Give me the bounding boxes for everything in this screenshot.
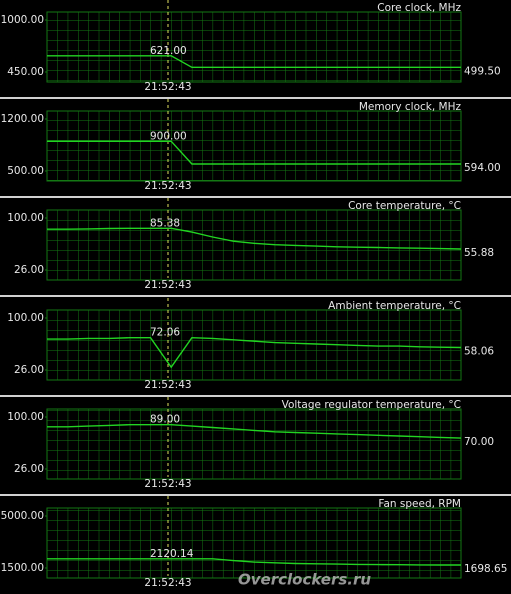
y-tick-label: 100.00 [7,212,44,224]
cursor-value: 621.00 [150,45,187,57]
series-line [47,140,461,165]
chart-title: Core temperature, °C [348,200,461,212]
plot-grid [46,209,462,281]
chart-title: Core clock, MHz [377,2,461,14]
current-value: 594.00 [464,162,501,174]
cursor-value: 900.00 [150,130,187,142]
series-line [47,55,461,68]
cursor-value: 72.06 [150,327,180,339]
series-line [47,336,462,369]
cursor-value: 2120.14 [150,548,194,560]
plot-grid [46,507,462,579]
plot-grid [46,408,462,480]
plot-grid [46,309,462,381]
plot-grid [46,110,462,182]
y-tick-label: 100.00 [7,411,44,423]
watermark: Overclockers.ru [238,571,371,589]
time-label: 21:52:43 [144,279,191,291]
time-label: 21:52:43 [144,81,191,93]
cursor-value: 85.38 [150,217,180,229]
y-tick-label: 5000.00 [1,510,44,522]
current-value: 58.06 [464,345,494,357]
series-line [47,227,462,250]
series-line [47,558,461,566]
y-tick-label: 100.00 [7,312,44,324]
y-tick-label: 450.00 [7,66,44,78]
y-tick-label: 26.00 [14,364,44,376]
time-label: 21:52:43 [144,180,191,192]
current-value: 1698.65 [464,563,507,575]
cursor-value: 89.00 [150,414,180,426]
y-tick-label: 1000.00 [1,14,44,26]
y-tick-label: 500.00 [7,165,44,177]
chart-title: Ambient temperature, °C [328,300,461,312]
current-value: 70.00 [464,436,494,448]
series-line [47,424,462,439]
chart-title: Fan speed, RPM [378,498,461,510]
y-tick-label: 26.00 [14,463,44,475]
current-value: 55.88 [464,247,494,259]
time-label: 21:52:43 [144,478,191,490]
time-label: 21:52:43 [144,379,191,391]
time-label: 21:52:43 [144,577,191,589]
y-tick-label: 26.00 [14,264,44,276]
y-tick-label: 1500.00 [1,562,44,574]
y-tick-label: 1200.00 [1,113,44,125]
chart-title: Memory clock, MHz [359,101,462,113]
plot-grid [46,11,462,83]
current-value: 499.50 [464,65,501,77]
chart-title: Voltage regulator temperature, °C [282,399,461,411]
